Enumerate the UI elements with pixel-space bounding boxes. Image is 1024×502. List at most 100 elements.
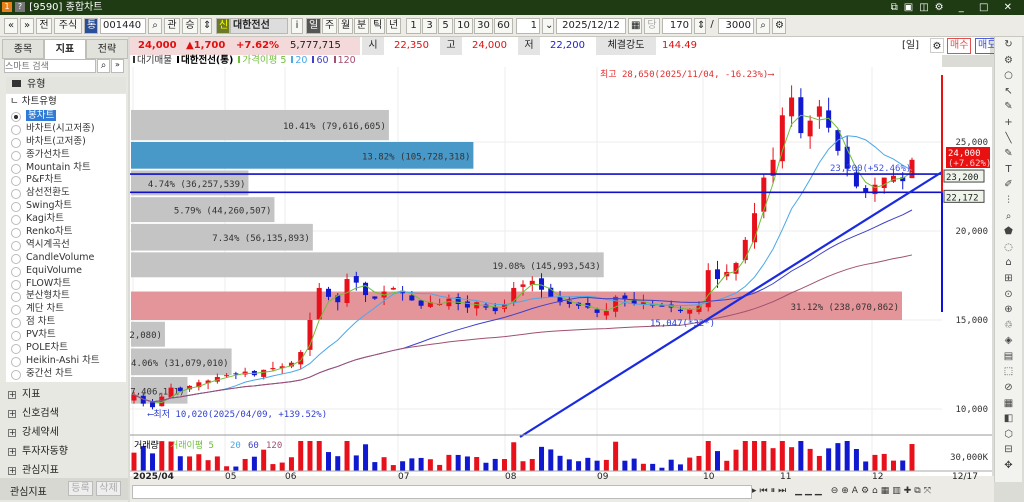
drawing-tool-icon[interactable]: ⚙: [1004, 54, 1013, 66]
drawing-tool-icon[interactable]: ✥: [1004, 460, 1013, 472]
expand-icon[interactable]: »: [111, 59, 124, 73]
drawing-tool-icon[interactable]: ✎: [1004, 101, 1013, 113]
group-type[interactable]: 유형: [6, 77, 126, 93]
interval-input[interactable]: 1: [516, 18, 540, 34]
drawing-tool-icon[interactable]: ↖: [1004, 85, 1013, 97]
drawing-tool-icon[interactable]: ⊞: [1004, 272, 1013, 284]
chart-type-item[interactable]: 바차트(고저종): [6, 136, 126, 149]
stepper-icon[interactable]: ⇕: [200, 18, 212, 34]
delete-button[interactable]: 삭제: [96, 481, 121, 496]
smart-search-input[interactable]: [4, 59, 96, 73]
chart-type-item[interactable]: EquiVolume: [6, 265, 126, 278]
register-button[interactable]: 등록: [68, 481, 93, 496]
drawing-tool-icon[interactable]: ⌂: [1005, 257, 1012, 269]
chart-type-item[interactable]: 봉차트: [6, 110, 126, 123]
prev-button[interactable]: 전: [36, 18, 52, 34]
chevron-down-icon[interactable]: ⌄: [542, 18, 554, 34]
group-item[interactable]: + 강세약세: [8, 424, 59, 442]
drawing-tool-icon[interactable]: ✎: [1004, 148, 1013, 160]
chart-type-item[interactable]: CandleVolume: [6, 252, 126, 265]
rise-button[interactable]: 승: [182, 18, 198, 34]
tab-indicator[interactable]: 지표: [44, 39, 86, 59]
type-badge[interactable]: 통: [84, 18, 98, 34]
chart-type-item[interactable]: 분산형차트: [6, 290, 126, 303]
chart-type-item[interactable]: Kagi차트: [6, 213, 126, 226]
chart-type-item[interactable]: PV차트: [6, 329, 126, 342]
drawing-tool-icon[interactable]: ◈: [1004, 335, 1013, 347]
chart-type-item[interactable]: P&F차트: [6, 174, 126, 187]
period-2[interactable]: 월: [338, 18, 353, 34]
chart-svg[interactable]: 10.41% (79,616,605) 13.82% (105,728,318) 4…: [64, 67, 993, 477]
group-item[interactable]: + 투자자동향: [8, 443, 68, 461]
market-select[interactable]: 주식: [54, 18, 82, 34]
drawing-tool-icon[interactable]: ✐: [1004, 179, 1013, 191]
interval-5[interactable]: 5: [438, 18, 453, 34]
chart-control-icons[interactable]: ▸⏮⏸⏭ ▁▁▁ ⊖⊕A⚙⌂▦▥✚⧉⤧: [752, 486, 934, 496]
gear-icon[interactable]: ⚙: [772, 18, 786, 34]
chart-type-item[interactable]: Swing차트: [6, 200, 126, 213]
chart-type-item[interactable]: 역시계곡선: [6, 239, 126, 252]
nav-prev-button[interactable]: «: [4, 18, 18, 34]
drawing-tool-icon[interactable]: ╲: [1005, 132, 1012, 144]
group-item[interactable]: + 지표: [8, 386, 40, 404]
period-5[interactable]: 년: [386, 18, 401, 34]
drawing-tool-icon[interactable]: ↻: [1004, 39, 1013, 50]
tab-strategy[interactable]: 전략: [86, 39, 128, 59]
calendar-icon[interactable]: ▦: [628, 18, 642, 34]
chart-type-item[interactable]: 삼선전환도: [6, 187, 126, 200]
period-3[interactable]: 분: [354, 18, 369, 34]
gear-icon[interactable]: ⚙: [930, 38, 944, 53]
chart-type-item[interactable]: FLOW차트: [6, 278, 126, 291]
drawing-tool-icon[interactable]: ◧: [1003, 413, 1014, 425]
price-chart[interactable]: 10.41% (79,616,605) 13.82% (105,728,318) 4…: [64, 67, 993, 477]
drawing-tool-icon[interactable]: ⊙: [1004, 288, 1013, 300]
horizontal-scrollbar[interactable]: [132, 485, 752, 499]
group-item[interactable]: + 관심지표: [8, 462, 59, 480]
interval-3[interactable]: 3: [422, 18, 437, 34]
period-1[interactable]: 주: [322, 18, 337, 34]
drawing-tool-icon[interactable]: ○: [1004, 70, 1013, 82]
drawing-tool-icon[interactable]: ♲: [1004, 319, 1013, 331]
chart-type-item[interactable]: 계단 차트: [6, 303, 126, 316]
chart-type-item[interactable]: Mountain 차트: [6, 162, 126, 175]
chart-type-item[interactable]: 바차트(시고저종): [6, 123, 126, 136]
chart-type-item[interactable]: POLE차트: [6, 342, 126, 355]
stock-code-input[interactable]: 001440: [100, 18, 146, 34]
drawing-tool-icon[interactable]: ⊘: [1004, 382, 1013, 394]
help-icon[interactable]: ?: [15, 2, 25, 12]
chart-type-item[interactable]: Renko차트: [6, 226, 126, 239]
interval-1[interactable]: 1: [406, 18, 421, 34]
drawing-tool-icon[interactable]: ⌕: [1005, 210, 1012, 222]
drawing-tool-icon[interactable]: +: [1004, 116, 1013, 128]
drawing-tool-icon[interactable]: ⫶: [1007, 194, 1010, 206]
max-count-input[interactable]: 3000: [718, 18, 754, 34]
interval-60[interactable]: 60: [494, 18, 513, 34]
interval-10[interactable]: 10: [454, 18, 473, 34]
group-item[interactable]: + 신호검색: [8, 405, 59, 423]
drawing-tool-icon[interactable]: ⬚: [1003, 366, 1014, 378]
drawing-tool-icon[interactable]: T: [1005, 163, 1012, 175]
info-button[interactable]: i: [291, 18, 303, 34]
drawing-tool-icon[interactable]: ⬟: [1004, 226, 1013, 238]
chart-type-item[interactable]: 점 차트: [6, 316, 126, 329]
date-input[interactable]: 2025/12/12: [556, 18, 626, 34]
window-controls[interactable]: ⧉▣◫⚙ _ □ ✕: [890, 2, 1018, 13]
drawing-tool-icon[interactable]: ◌: [1004, 241, 1013, 253]
zoom-icon[interactable]: ⌕: [756, 18, 770, 34]
drawing-tool-icon[interactable]: ⊟: [1004, 444, 1013, 456]
drawing-tool-icon[interactable]: ▤: [1003, 350, 1014, 362]
drawing-tool-icon[interactable]: ▦: [1003, 397, 1014, 409]
period-4[interactable]: 틱: [370, 18, 385, 34]
chart-type-item[interactable]: Heikin-Ashi 차트: [6, 355, 126, 368]
buy-button[interactable]: 매수: [947, 38, 972, 54]
nav-next-button[interactable]: »: [20, 18, 34, 34]
search-icon[interactable]: ⌕: [148, 18, 162, 34]
chart-type-item[interactable]: 종가선차트: [6, 149, 126, 162]
period-0[interactable]: 일: [306, 18, 321, 34]
drawing-tool-icon[interactable]: ⊕: [1004, 304, 1013, 316]
count-input[interactable]: 170: [662, 18, 692, 34]
count-stepper[interactable]: ⇕: [694, 18, 706, 34]
search-icon[interactable]: ⌕: [97, 59, 110, 73]
drawing-tool-icon[interactable]: ⬡: [1004, 428, 1013, 440]
current-button[interactable]: 당: [644, 18, 660, 34]
